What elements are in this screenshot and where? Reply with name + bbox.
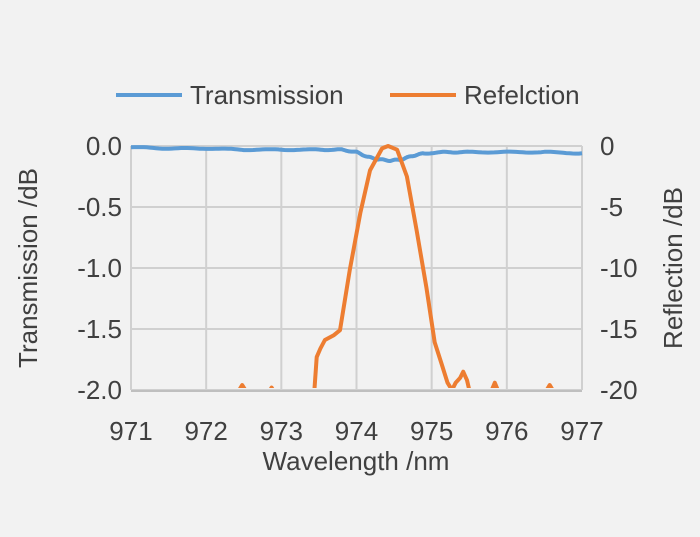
series-line-refelction <box>131 144 582 388</box>
gridlines <box>130 145 583 392</box>
tick-labels: 971 972 973 974 975 976 977 0.0 -0.5 -1.0 -1.5 -2.0… <box>77 131 637 446</box>
y-axis-label-left: Transmission /dB <box>13 168 43 368</box>
x-axis-label: Wavelength /nm <box>263 446 450 476</box>
x-tick-label: 972 <box>184 416 227 446</box>
y-tick-label-left: -2.0 <box>77 375 122 405</box>
x-tick-label: 974 <box>335 416 378 446</box>
y-tick-label-left: -0.5 <box>77 192 122 222</box>
legend: Transmission Refelction <box>116 80 580 110</box>
x-tick-label: 975 <box>410 416 453 446</box>
series-lines <box>130 144 583 388</box>
y-tick-label-right: -20 <box>600 375 638 405</box>
x-tick-label: 971 <box>109 416 152 446</box>
y-tick-label-right: -5 <box>600 192 623 222</box>
y-tick-label-right: -10 <box>600 253 638 283</box>
y-tick-label-left: -1.5 <box>77 314 122 344</box>
y-axis-label-right: Reflection /dB <box>658 187 688 349</box>
x-tick-label: 977 <box>560 416 603 446</box>
x-tick-label: 973 <box>260 416 303 446</box>
legend-label-transmission: Transmission <box>190 80 344 110</box>
x-tick-label: 976 <box>485 416 528 446</box>
y-tick-label-left: -1.0 <box>77 253 122 283</box>
y-tick-label-right: -15 <box>600 314 638 344</box>
series-line-transmission <box>130 145 583 163</box>
y-tick-label-left: 0.0 <box>86 131 122 161</box>
legend-label-reflection: Refelction <box>464 80 580 110</box>
y-tick-label-right: 0 <box>600 131 614 161</box>
